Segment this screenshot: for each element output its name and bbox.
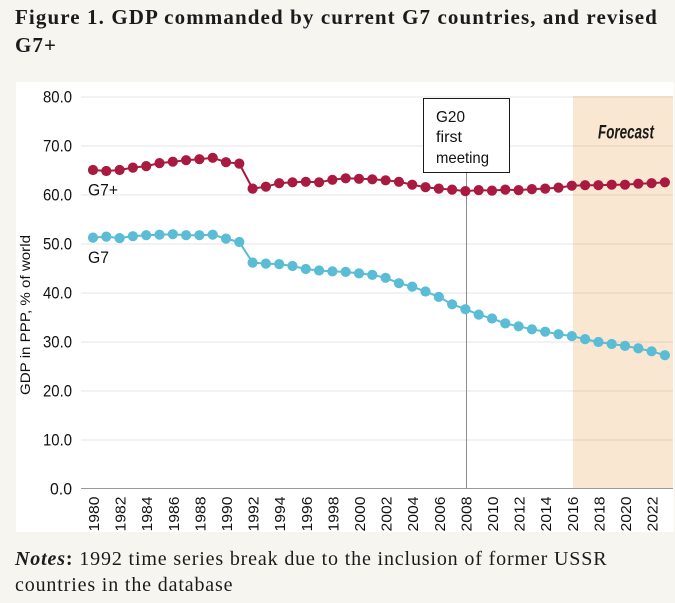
svg-text:60.0: 60.0 [43, 186, 72, 205]
svg-text:2002: 2002 [379, 497, 396, 532]
svg-text:10.0: 10.0 [43, 431, 72, 450]
svg-text:1986: 1986 [166, 497, 183, 532]
svg-text:1990: 1990 [219, 497, 236, 532]
svg-text:G7+: G7+ [88, 181, 118, 200]
svg-text:1988: 1988 [192, 497, 209, 532]
svg-text:1994: 1994 [272, 497, 289, 532]
svg-text:30.0: 30.0 [43, 333, 72, 352]
svg-text:Forecast: Forecast [598, 123, 654, 144]
svg-text:40.0: 40.0 [43, 284, 72, 303]
svg-text:G7: G7 [88, 248, 109, 267]
svg-text:1984: 1984 [139, 497, 156, 532]
svg-text:1992: 1992 [246, 497, 263, 532]
svg-text:0.0: 0.0 [50, 480, 72, 499]
svg-text:2022: 2022 [645, 497, 662, 532]
svg-text:20.0: 20.0 [43, 382, 72, 401]
svg-text:1982: 1982 [113, 497, 130, 532]
svg-text:2006: 2006 [432, 497, 449, 532]
svg-text:2000: 2000 [352, 497, 369, 532]
svg-text:2020: 2020 [618, 497, 635, 532]
svg-text:2012: 2012 [512, 497, 529, 532]
svg-text:2010: 2010 [485, 497, 502, 532]
svg-text:80.0: 80.0 [43, 88, 72, 107]
svg-text:2004: 2004 [405, 497, 422, 532]
svg-text:first: first [436, 129, 463, 146]
svg-text:meeting: meeting [436, 150, 489, 167]
svg-text:1980: 1980 [86, 497, 103, 532]
svg-text:70.0: 70.0 [43, 137, 72, 156]
svg-text:2016: 2016 [565, 497, 582, 532]
svg-text:GDP in PPP, % of world: GDP in PPP, % of world [18, 235, 33, 395]
svg-text:1996: 1996 [299, 497, 316, 532]
svg-text:2008: 2008 [458, 497, 475, 532]
svg-text:50.0: 50.0 [43, 235, 72, 254]
svg-text:G20: G20 [436, 109, 465, 126]
svg-text:1998: 1998 [325, 497, 342, 532]
svg-text:2018: 2018 [591, 497, 608, 532]
svg-text:2014: 2014 [538, 497, 555, 532]
